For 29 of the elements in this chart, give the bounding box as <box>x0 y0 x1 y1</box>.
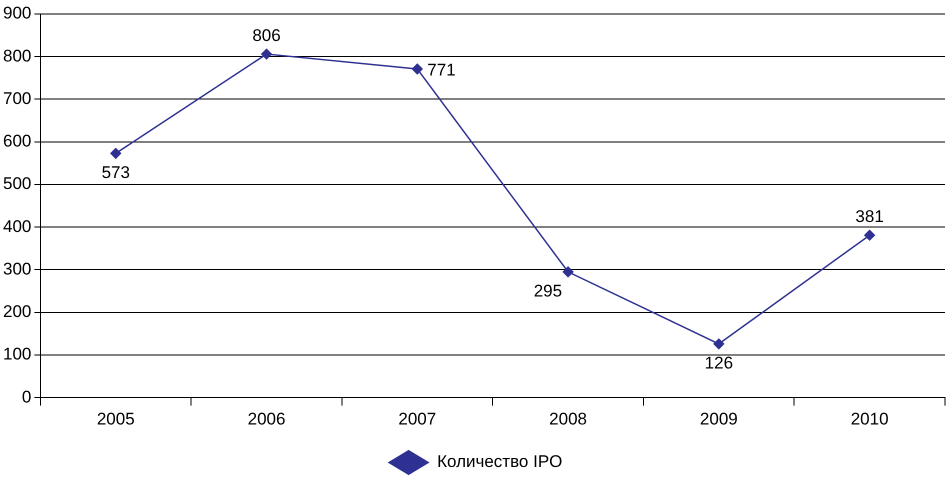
y-tick-label: 900 <box>2 4 32 23</box>
x-tick-label: 2007 <box>398 409 436 428</box>
x-tick-label: 2006 <box>248 409 286 428</box>
y-tick-label: 700 <box>2 88 32 108</box>
y-tick-label: 600 <box>2 132 32 151</box>
data-label: 381 <box>855 206 884 226</box>
point <box>562 266 574 278</box>
data-label: 771 <box>427 60 456 80</box>
point <box>713 338 724 350</box>
x-tick-label: 2009 <box>700 409 738 428</box>
x-tick-label: 2005 <box>96 409 135 428</box>
y-tick-label: 200 <box>2 302 32 322</box>
y-tick-label: 300 <box>2 259 32 278</box>
y-tick-label: 100 <box>2 344 32 364</box>
y-tick-label: 400 <box>2 216 32 236</box>
point <box>261 48 272 60</box>
data-label: 126 <box>704 354 734 373</box>
y-tick-label: 500 <box>2 174 32 194</box>
y-tick-label: 0 <box>22 387 32 406</box>
point <box>412 63 423 74</box>
x-tick-label: 2008 <box>549 409 587 428</box>
point <box>864 230 876 241</box>
data-label: 295 <box>534 282 562 301</box>
y-tick-label: 800 <box>2 46 32 66</box>
point <box>110 148 122 159</box>
legend-label: Количество IPO <box>437 452 562 472</box>
x-tick-label: 2010 <box>850 409 889 428</box>
data-label: 573 <box>102 163 130 182</box>
data-label: 806 <box>252 26 281 45</box>
